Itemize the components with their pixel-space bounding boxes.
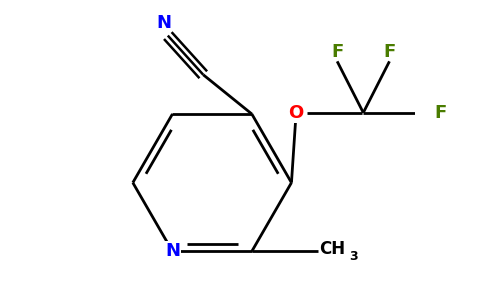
Text: 3: 3	[349, 250, 358, 262]
Text: N: N	[157, 14, 172, 32]
Text: F: F	[434, 104, 446, 122]
Text: F: F	[331, 43, 343, 61]
Text: F: F	[383, 43, 395, 61]
Text: O: O	[288, 104, 304, 122]
Text: N: N	[165, 242, 180, 260]
Text: CH: CH	[319, 240, 345, 258]
